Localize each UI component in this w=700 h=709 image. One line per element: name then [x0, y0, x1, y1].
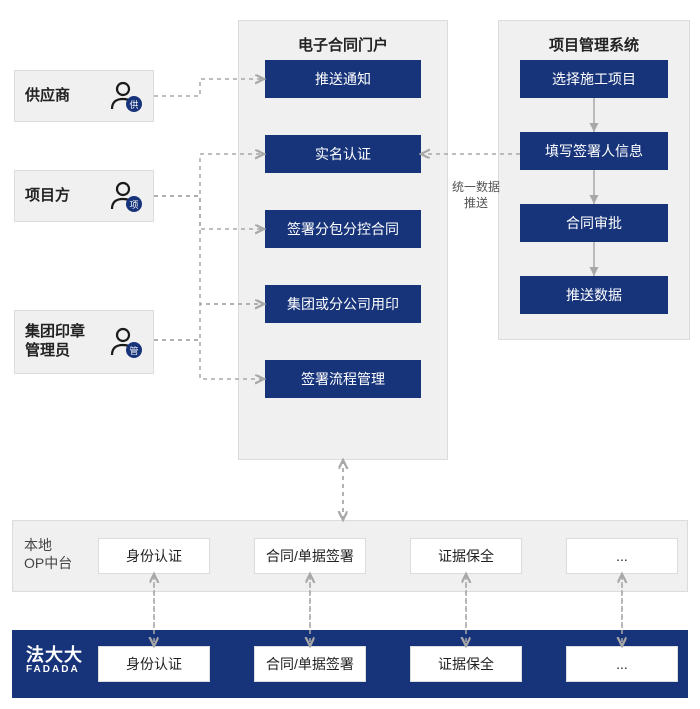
pms-step-approve: 合同审批 [520, 204, 668, 242]
midplat-item-sign: 合同/单据签署 [254, 538, 366, 574]
pms-title: 项目管理系统 [498, 34, 690, 55]
memo-label: 统一数据推送 [448, 180, 504, 211]
portal-step-sign_flow: 签署流程管理 [265, 360, 421, 398]
person-icon: 管 [109, 325, 143, 359]
actor-label-supplier: 供应商 [25, 87, 70, 106]
actor-seal: 集团印章 管理员 管 [14, 310, 154, 374]
pms-step-choose: 选择施工项目 [520, 60, 668, 98]
pms-step-fill: 填写签署人信息 [520, 132, 668, 170]
fadada-item-id: 身份认证 [98, 646, 210, 682]
fadada-item-evid: 证据保全 [410, 646, 522, 682]
actor-project: 项目方 项 [14, 170, 154, 222]
portal-step-sign_sub: 签署分包分控合同 [265, 210, 421, 248]
fadada-item-more: ... [566, 646, 678, 682]
portal-title: 电子合同门户 [238, 34, 448, 55]
fadada-brand: 法大大FADADA [26, 646, 83, 675]
portal-step-group_seal: 集团或分公司用印 [265, 285, 421, 323]
midplat-item-id: 身份认证 [98, 538, 210, 574]
pms-step-pushdata: 推送数据 [520, 276, 668, 314]
portal-step-push_notify: 推送通知 [265, 60, 421, 98]
portal-step-realname: 实名认证 [265, 135, 421, 173]
svg-text:管: 管 [129, 345, 138, 356]
actor-supplier: 供应商 供 [14, 70, 154, 122]
midplat-item-more: ... [566, 538, 678, 574]
person-icon: 项 [109, 179, 143, 213]
svg-text:项: 项 [129, 200, 138, 210]
svg-text:供: 供 [129, 99, 138, 110]
actor-label-project: 项目方 [25, 187, 70, 206]
fadada-item-sign: 合同/单据签署 [254, 646, 366, 682]
midplat-label: 本地 OP中台 [24, 536, 72, 572]
midplat-item-evid: 证据保全 [410, 538, 522, 574]
person-icon: 供 [109, 79, 143, 113]
actor-label-seal: 集团印章 管理员 [25, 323, 85, 361]
